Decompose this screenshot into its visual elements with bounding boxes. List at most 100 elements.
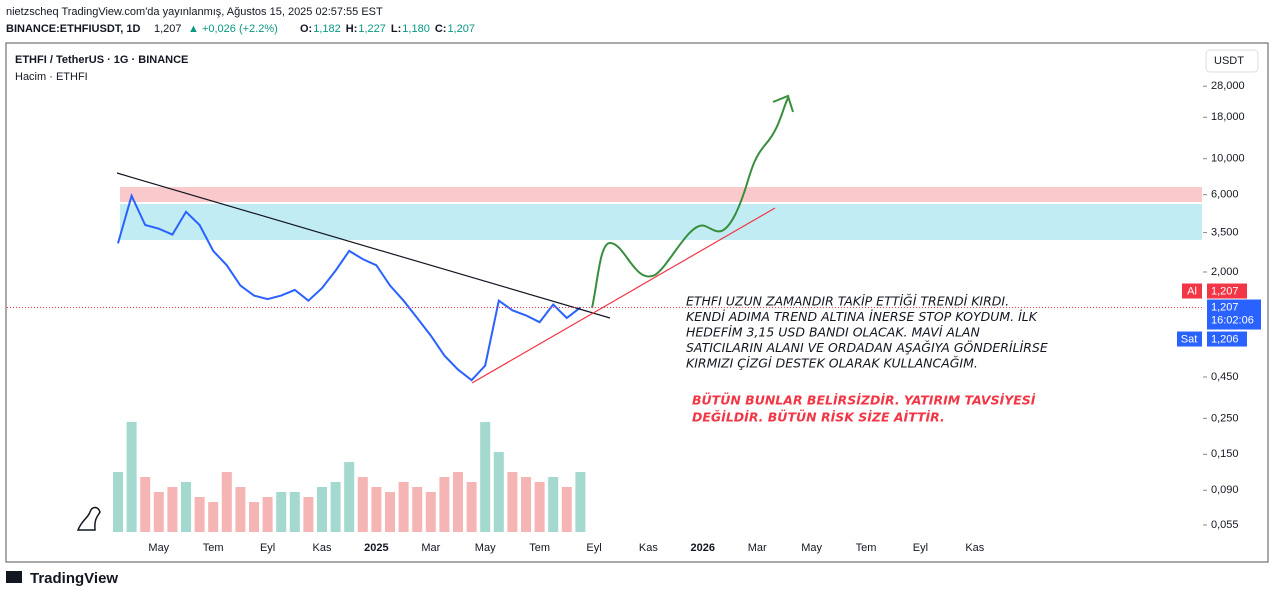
currency-button[interactable] [1205,49,1259,73]
downtrend-line [116,172,611,319]
x-tick-label: Mar [421,542,440,554]
y-tick-label: 2,000 [1211,266,1239,278]
seller-zone [120,204,1202,240]
volume-bar [276,492,287,532]
publisher: nietzscheq TradingView.com'da yayınlanmı… [6,6,383,18]
x-tick-label: Kas [639,542,658,554]
warning-line: BÜTÜN BUNLAR BELİRSİZDİR. YATIRIM TAVSİY… [692,393,1036,408]
volume-bar [235,487,246,532]
volume-bar [507,472,518,532]
x-tick-label: Kas [965,542,984,554]
volume-bar [167,487,178,532]
y-tick-label: 0,450 [1211,371,1239,383]
footer-logo [6,571,22,583]
y-tick-label: 0,150 [1211,448,1239,460]
buy-tag-bg [1182,283,1202,299]
annotation-line: SATICILARIN ALANI VE ORDADAN AŞAĞIYA GÖN… [686,339,1048,355]
volume-bar [439,477,450,532]
volume-bar [385,492,395,532]
volume-bar [330,482,341,532]
y-tick-label: 18,000 [1211,111,1245,123]
volume-bar [249,502,259,532]
countdown: 16:02:06 [1211,314,1254,326]
y-tick-label: 0,090 [1211,484,1239,496]
volume-bar [493,452,504,532]
y-tick-label: 6,000 [1211,189,1239,201]
volume-bar [208,502,219,532]
buy-price: 1,207 [1211,285,1239,297]
warning-line: DEĞİLDİR. BÜTÜN RİSK SİZE AİTTİR. [692,410,945,425]
x-tick-label: Tem [203,542,224,554]
ohlc-value: 1,180 [402,23,430,35]
volume-bar [480,422,491,532]
volume-bar [221,472,232,532]
ohlc-key: O: [300,23,312,35]
volume-bar [534,482,545,532]
x-tick-label: Kas [313,542,332,554]
buy-price-bg [1207,283,1247,299]
last-price: 1,207 [1211,301,1239,313]
x-tick-label: Eyl [586,542,601,554]
ohlc-key: L: [391,23,401,35]
ohlc-value: 1,227 [358,23,386,35]
y-tick-label: 0,250 [1211,412,1239,424]
ohlc-key: C: [435,23,447,35]
volume-bar [425,492,436,532]
x-tick-label: May [475,542,496,554]
ohlc-value: 1,207 [447,23,475,35]
change: ▲ +0,026 (+2.2%) [188,23,278,35]
sell-price: 1,206 [1211,333,1239,345]
currency[interactable]: USDT [1214,55,1244,67]
y-tick-label: 0,055 [1211,519,1239,531]
pane-border [5,42,1269,563]
y-tick-label: 3,500 [1211,226,1239,238]
volume-bar [113,472,123,532]
annotation-line: ETHFI UZUN ZAMANDIR TAKİP ETTİĞİ TRENDİ … [686,294,1009,309]
sell-tag: Sat [1181,333,1198,345]
x-tick-label: May [148,542,169,554]
x-tick-label: Eyl [913,542,928,554]
volume-bar [521,477,531,532]
volume-bar [181,482,191,532]
ohlc-value: 1,182 [313,23,341,35]
volume-bar [453,472,463,532]
volume-bar [575,472,586,532]
volume-bar [412,487,423,532]
projection-arrow [772,94,794,113]
volume-bar [140,477,151,532]
volume-bar [126,422,137,532]
price-line [117,192,582,382]
buy-tag: Al [1187,285,1197,297]
volume-bar [371,487,382,532]
x-tick-label: 2026 [691,542,715,554]
volume-bar [194,497,205,532]
pane-title: ETHFI / TetherUS · 1G · BINANCE [15,54,188,66]
x-tick-label: Mar [748,542,767,554]
sell-price-bg [1207,331,1247,347]
volume-bar [344,462,355,532]
y-tick-label: 28,000 [1211,80,1245,92]
symbol: BINANCE:ETHFIUSDT, 1D [6,23,141,35]
price: 1,207 [154,23,182,35]
resistance-zone [120,187,1202,202]
support-line [471,207,776,384]
footer: TradingView [30,570,118,587]
annotation-line: KENDİ ADIMA TREND ALTINA İNERSE STOP KOY… [686,309,1039,324]
x-tick-label: Tem [529,542,550,554]
symbol-line: BINANCE:ETHFIUSDT, 1D 1,207 ▲ +0,026 (+2… [6,23,278,35]
volume-bar [548,477,559,532]
x-tick-label: Tem [856,542,877,554]
last-price-bg [1207,299,1261,330]
logo-icon [76,506,101,531]
volume-bar [561,487,572,532]
volume-label: Hacim · ETHFI [15,71,88,83]
annotation-line: HEDEFİM 3,15 USD BANDI OLACAK. MAVİ ALAN [686,325,980,340]
x-tick-label: May [801,542,822,554]
volume-bar [262,497,273,532]
volume-bar [357,477,368,532]
projection-path [591,97,789,309]
y-tick-label: 10,000 [1211,153,1245,165]
volume-bar [466,482,477,532]
